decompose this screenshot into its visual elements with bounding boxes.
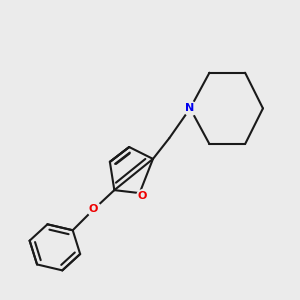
- Text: N: N: [185, 103, 195, 113]
- Text: O: O: [89, 204, 98, 214]
- Text: O: O: [138, 191, 147, 201]
